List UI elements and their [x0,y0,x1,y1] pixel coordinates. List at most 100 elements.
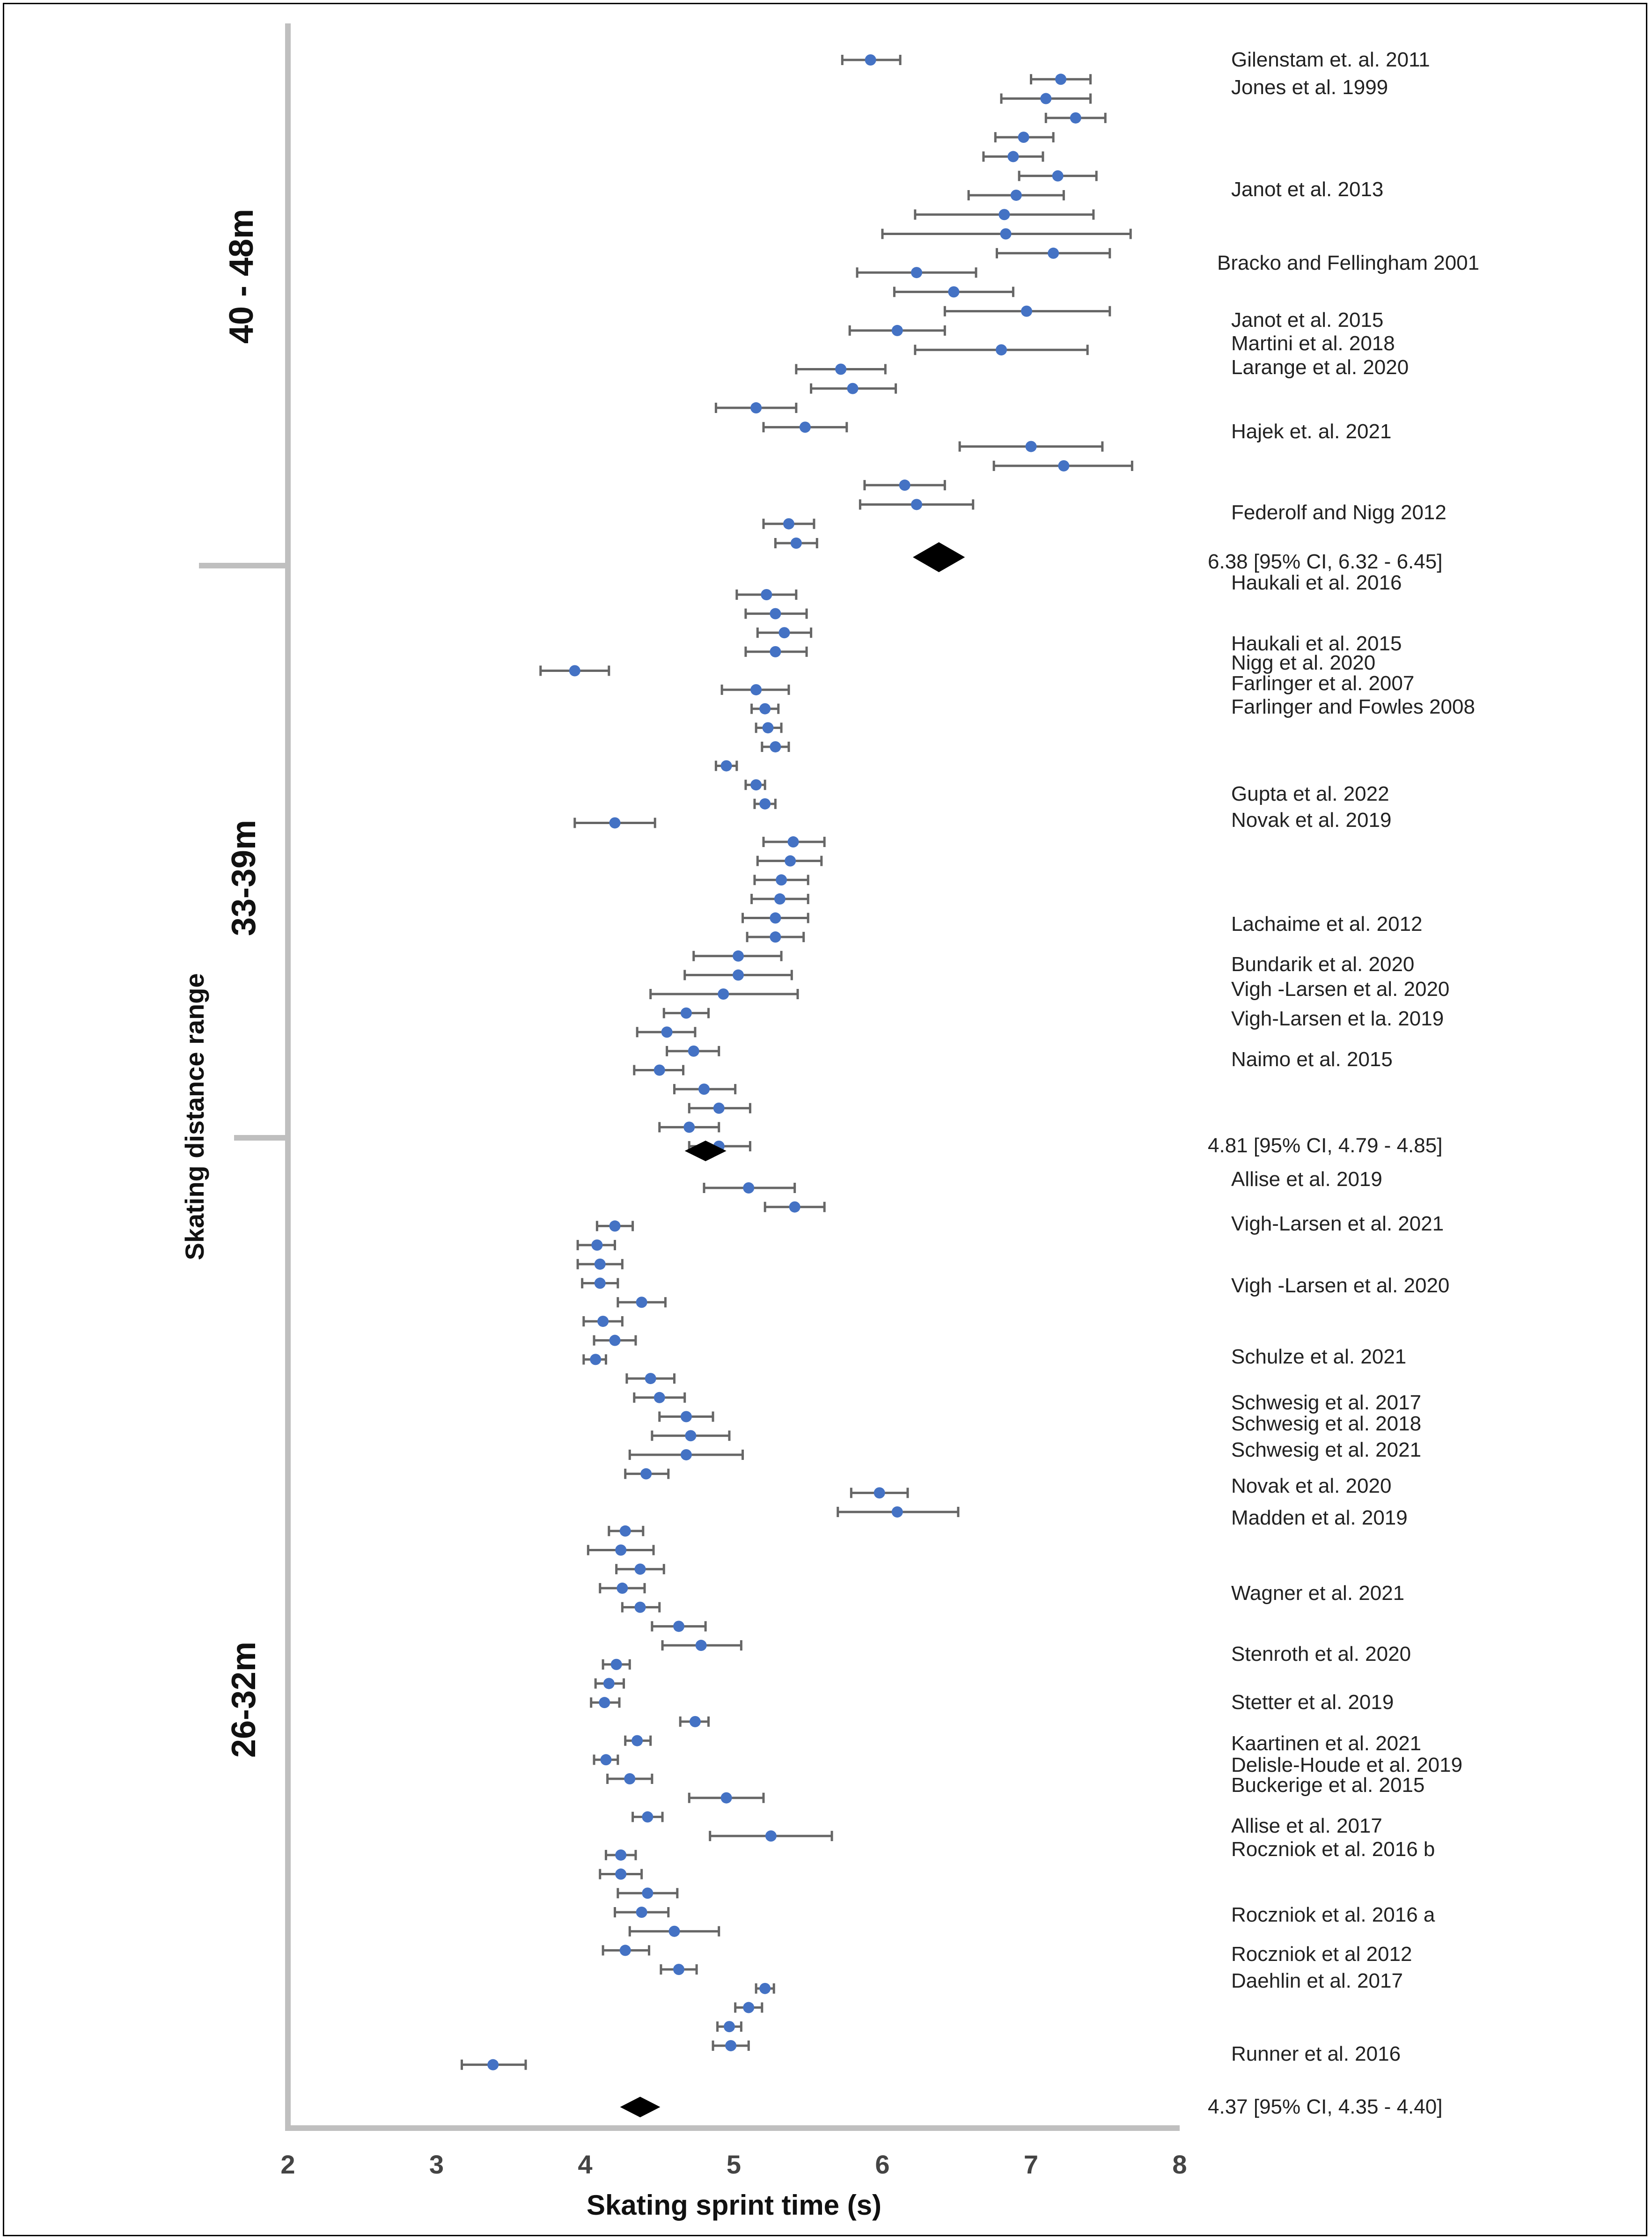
study-point [770,646,781,657]
y-axis-title: Skating distance range [180,973,209,1260]
study-point [603,1678,615,1689]
study-point [750,779,762,791]
study-label: Vigh -Larsen et al. 2020 [1231,1274,1449,1297]
study-point [733,950,744,962]
study-label: Schwesig et al. 2018 [1231,1412,1421,1435]
study-point [624,1773,636,1785]
study-label: Schwesig et al. 2017 [1231,1391,1421,1414]
study-point [680,1007,692,1019]
study-point [759,1982,771,1994]
study-label: Stenroth et al. 2020 [1231,1643,1411,1665]
study-point [653,1064,665,1076]
study-label: Novak et al. 2020 [1231,1474,1391,1497]
study-point [778,627,790,639]
study-label: Janot et al. 2015 [1231,309,1383,332]
study-point [642,1811,653,1823]
study-point [770,931,781,943]
study-point [999,209,1010,221]
study-point [1018,132,1029,143]
study-point [770,741,781,752]
study-label: Haukali et al. 2016 [1231,571,1402,594]
study-point [733,969,744,981]
study-point [761,589,772,600]
study-point [723,2021,735,2033]
group-label-40-48m: 40 - 48m [223,209,260,344]
study-point [718,988,729,1000]
study-point [609,817,621,829]
study-point [683,1121,695,1133]
study-point [590,1354,602,1365]
x-tick-label: 6 [875,2150,889,2179]
study-point [790,538,802,549]
study-point [720,760,732,772]
study-label: Runner et al. 2016 [1231,2042,1401,2065]
study-point [615,1849,627,1861]
study-label: Farlinger et al. 2007 [1231,672,1414,695]
study-point [743,2002,755,2013]
group-label-26-32m: 26-32m [225,1642,263,1758]
group-label-33-39m: 33-39m [225,820,263,936]
study-point [789,1201,800,1213]
study-point [661,1026,673,1038]
study-point [743,1182,755,1194]
study-label: Larange et al. 2020 [1231,356,1409,379]
study-label: Naimo et al. 2015 [1231,1048,1393,1071]
pooled-estimate-label: 4.37 [95% CI, 4.35 - 4.40] [1208,2095,1442,2118]
study-point [619,1945,631,1956]
figure-frame [3,3,1647,2236]
study-point [713,1102,725,1114]
forest-marks [460,54,1133,2117]
study-point [653,1392,665,1403]
study-point [765,1830,777,1842]
study-point [673,1621,685,1632]
study-point [750,402,762,414]
study-label: Martini et al. 2018 [1231,332,1395,355]
study-point [787,836,799,848]
study-label: Kaartinen et al. 2021 [1231,1732,1421,1755]
x-tick-label: 4 [578,2150,592,2179]
study-point [911,267,923,279]
study-point [899,479,910,491]
study-label: Lachaime et al. 2012 [1231,913,1423,936]
study-point [594,1258,606,1270]
study-labels: 6.38 [95% CI, 6.32 - 6.45] Gilenstam et. … [1208,48,1479,2118]
study-point [783,518,794,530]
study-point [594,1277,606,1289]
study-point [599,1697,610,1709]
study-point [1040,93,1052,104]
study-point [891,324,903,336]
study-point [631,1735,643,1746]
study-point [617,1582,628,1594]
study-point [1010,189,1022,201]
study-point [720,1792,732,1804]
study-point [847,383,859,394]
study-label: Madden et al. 2019 [1231,1506,1408,1529]
pooled-estimate-diamond [913,542,965,572]
study-label: Janot et al. 2013 [1231,178,1383,201]
study-point [668,1925,680,1937]
study-point [569,665,580,677]
study-point [642,1887,653,1899]
study-label: Roczniok et al. 2016 b [1231,1838,1435,1861]
study-point [770,608,781,619]
study-label: Wagner et al. 2021 [1231,1582,1404,1605]
study-point [688,1045,699,1057]
study-label: Jones et al. 1999 [1231,76,1388,99]
x-tick-label: 2 [280,2150,295,2179]
pooled-estimate-diamond [684,1141,727,1161]
study-point [911,499,923,510]
study-label: Stetter et al. 2019 [1231,1691,1394,1714]
study-label: Novak et al. 2019 [1231,809,1391,832]
study-label: Gupta et al. 2022 [1231,782,1389,805]
study-point [774,893,786,905]
study-label: Bracko and Fellingham 2001 [1217,251,1479,274]
study-label: Roczniok et al 2012 [1231,1943,1412,1966]
study-point [725,2040,737,2051]
study-point [759,798,771,810]
pooled-estimate-label: 6.38 [95% CI, 6.32 - 6.45] [1208,550,1442,573]
study-point [615,1868,627,1880]
study-point [1025,441,1037,452]
study-label: Daehlin et al. 2017 [1231,1969,1403,1992]
study-label: Vigh-Larsen et al. 2021 [1231,1212,1444,1235]
study-point [634,1601,646,1613]
